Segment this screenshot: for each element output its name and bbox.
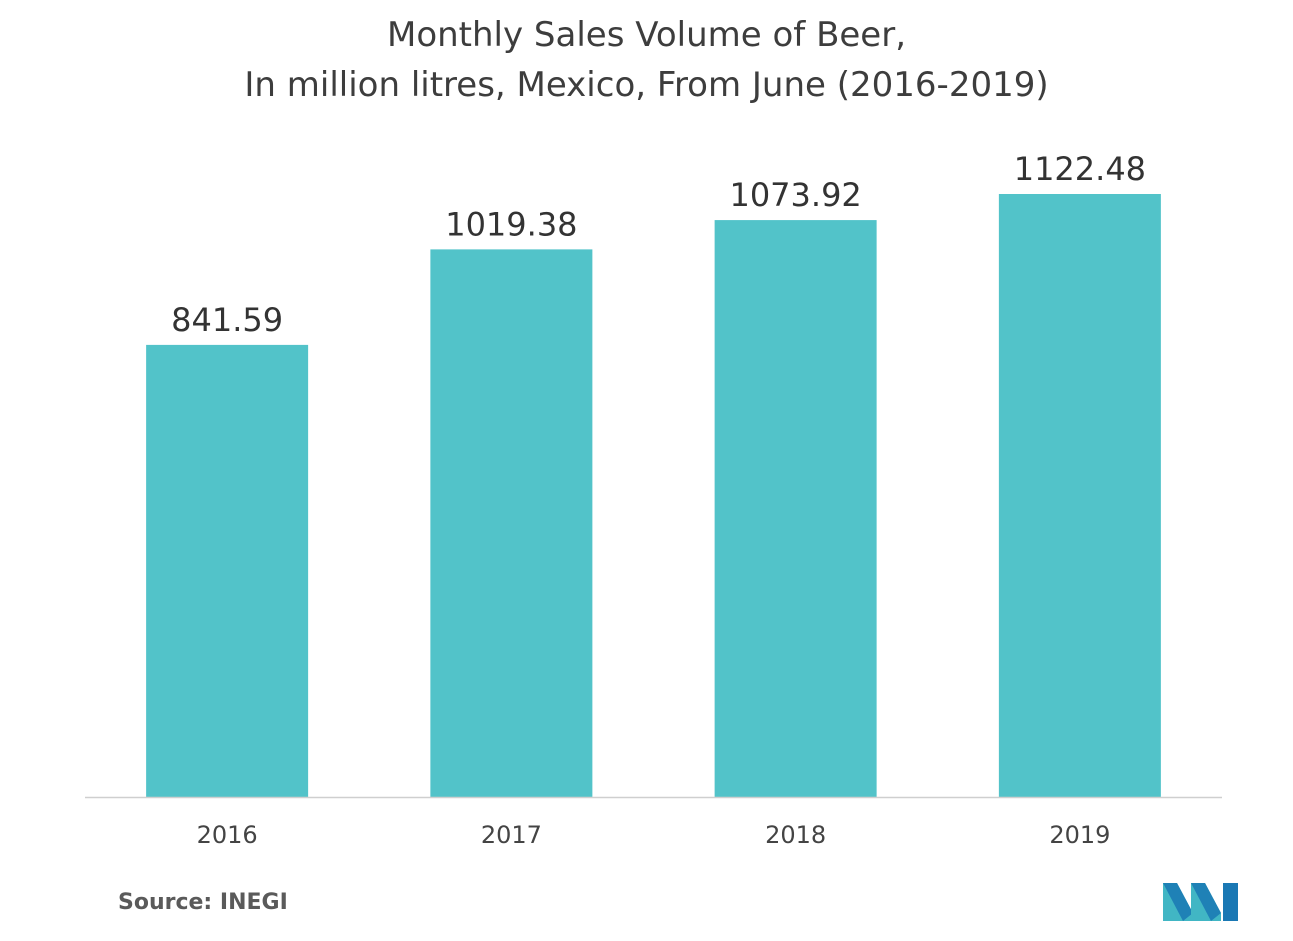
mordor-intelligence-logo-icon [1163,883,1238,921]
x-tick-label-2019: 2019 [1049,821,1110,849]
bar-2019 [998,194,1161,797]
bar-2016 [146,344,309,797]
x-tick-label-2017: 2017 [481,821,542,849]
x-tick-label-2016: 2016 [197,821,258,849]
bar-2017 [430,249,593,797]
data-label-2017: 1019.38 [445,205,577,243]
chart-title-line-2: In million litres, Mexico, From June (20… [244,65,1049,105]
source-note: Source: INEGI [118,890,288,915]
x-tick-label-2018: 2018 [765,821,826,849]
chart-title: Monthly Sales Volume of Beer, In million… [0,10,1293,110]
chart-title-line-1: Monthly Sales Volume of Beer, [386,15,907,55]
data-label-2018: 1073.92 [729,176,861,214]
data-label-2016: 841.59 [171,301,283,339]
data-label-2019: 1122.48 [1014,150,1146,188]
bar-2018 [714,220,877,797]
